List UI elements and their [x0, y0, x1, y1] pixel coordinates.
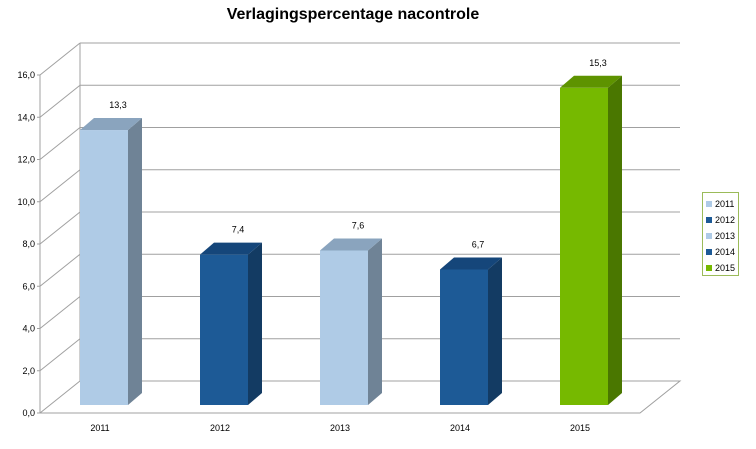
y-tick-label: 0,0: [22, 408, 35, 418]
bar-side-2014: [488, 257, 502, 405]
legend-item-2011: 2011: [706, 196, 738, 212]
bar-front-2011: [80, 130, 128, 405]
data-label-2013: 7,6: [352, 220, 365, 230]
y-tick-label: 14,0: [17, 112, 35, 122]
gridline-side: [39, 296, 81, 329]
chart-floor: [38, 380, 682, 414]
legend-item-2012: 2012: [706, 212, 738, 228]
data-label-2015: 15,3: [589, 58, 607, 68]
x-tick-label-2013: 2013: [330, 423, 350, 433]
chart-title: Verlagingspercentage nacontrole: [226, 6, 480, 23]
data-label-2012: 7,4: [232, 225, 245, 235]
x-tick-label-2012: 2012: [210, 423, 230, 433]
y-tick-label: 12,0: [17, 155, 35, 165]
gridline-side: [39, 169, 81, 203]
y-tick-label: 4,0: [22, 324, 35, 334]
gridline-side: [39, 42, 81, 76]
legend-label: 2012: [715, 215, 736, 225]
y-tick-label: 8,0: [22, 239, 35, 249]
y-tick-label: 16,0: [17, 70, 35, 80]
gridline-side: [39, 253, 81, 287]
bar-side-2013: [368, 238, 382, 405]
bar-side-2015: [608, 75, 622, 405]
legend-swatch: [706, 249, 712, 255]
gridline-side: [39, 338, 81, 372]
legend-item-2014: 2014: [706, 244, 738, 260]
x-tick-label-2014: 2014: [450, 423, 470, 433]
gridline-side: [39, 127, 81, 160]
bar-front-2012: [200, 254, 248, 405]
bar-front-2014: [440, 269, 488, 405]
data-label-2014: 6,7: [472, 239, 485, 249]
bar-top-2012: [200, 242, 262, 255]
legend-label: 2013: [715, 231, 736, 241]
y-tick-label: 6,0: [22, 281, 35, 291]
bar-side-2011: [128, 118, 142, 405]
x-tick-label-2015: 2015: [570, 423, 590, 433]
gridline-side: [39, 211, 81, 245]
legend-swatch: [706, 217, 712, 223]
bar-top-2011: [80, 118, 142, 131]
legend-swatch: [706, 265, 712, 271]
y-tick-label: 2,0: [22, 366, 35, 376]
bar-top-2013: [320, 238, 382, 251]
legend: 2011 2012 2013 2014 2015: [702, 192, 739, 276]
data-label-2011: 13,3: [109, 100, 127, 110]
legend-label: 2014: [715, 247, 736, 257]
legend-item-2015: 2015: [706, 260, 738, 276]
gridline-side: [39, 84, 81, 118]
y-tick-label: 10,0: [17, 197, 35, 207]
legend-swatch: [706, 233, 712, 239]
bar-side-2012: [248, 242, 262, 405]
bar-top-2015: [560, 75, 622, 88]
bar-front-2015: [560, 87, 608, 405]
bar-top-2014: [440, 257, 502, 270]
bar-front-2013: [320, 250, 368, 405]
x-tick-label-2011: 2011: [90, 423, 109, 433]
legend-item-2013: 2013: [706, 228, 738, 244]
legend-label: 2015: [715, 263, 736, 273]
legend-label: 2011: [715, 199, 735, 209]
legend-swatch: [706, 201, 712, 207]
